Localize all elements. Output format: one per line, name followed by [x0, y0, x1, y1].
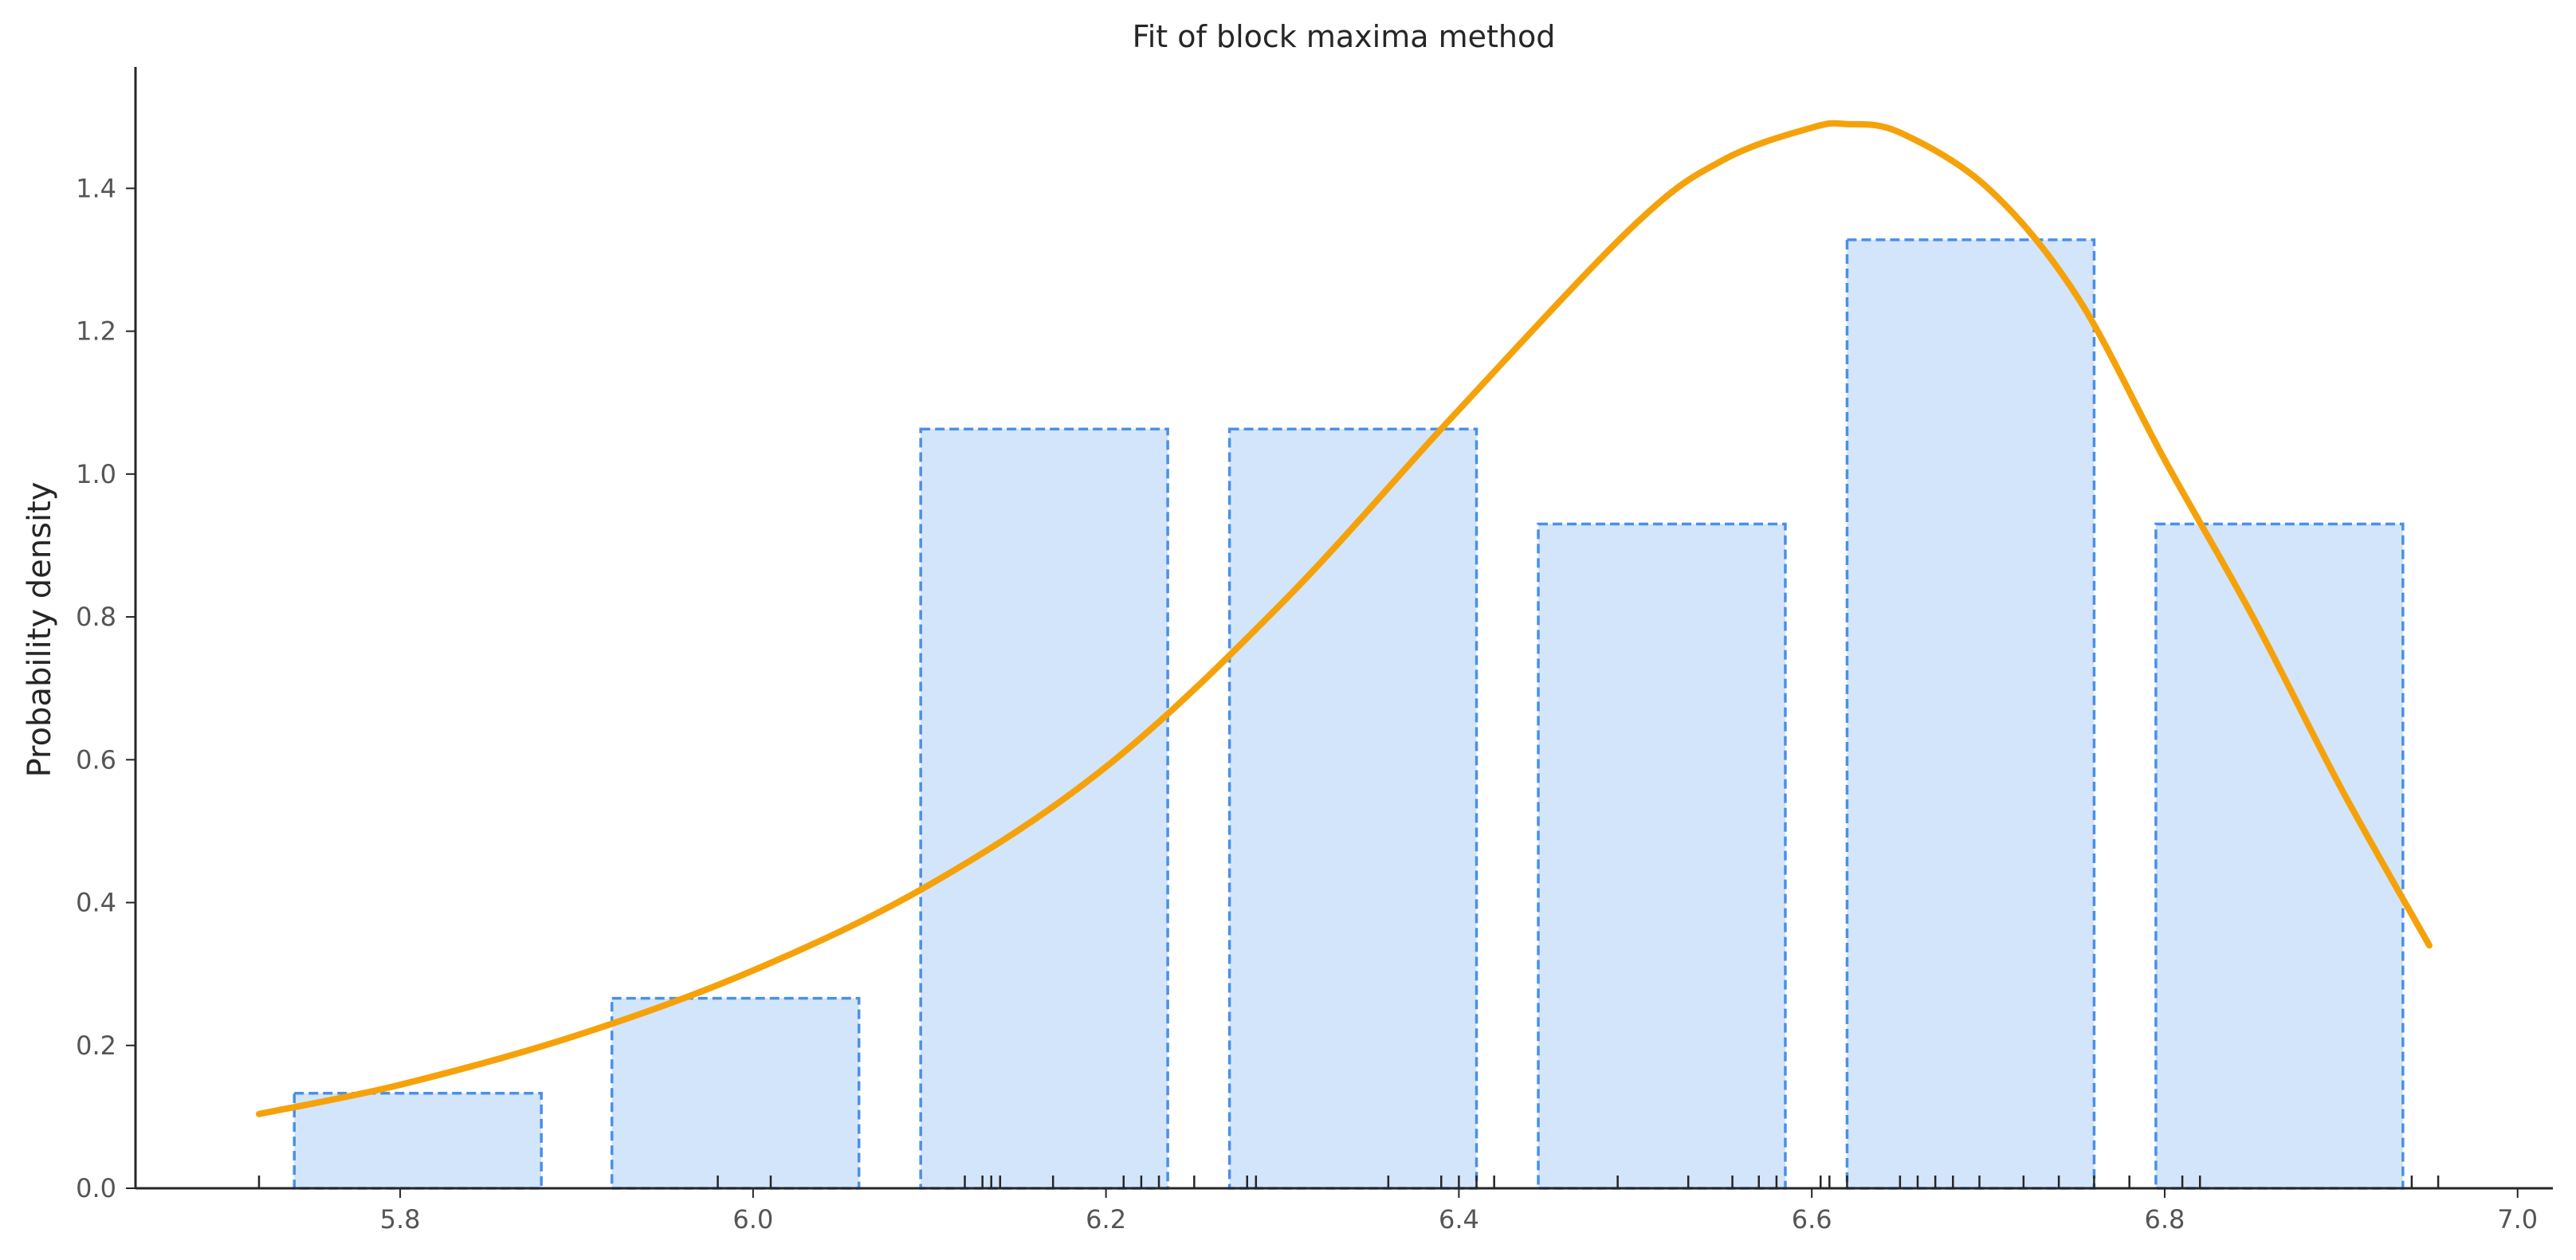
- y-tick-label: 0.8: [76, 602, 116, 632]
- y-tick-label: 0.4: [76, 888, 116, 918]
- histogram-bar-1: [293, 1092, 543, 1190]
- histogram-bar-6: [1845, 238, 2096, 1190]
- y-tick-label: 0.2: [76, 1030, 116, 1061]
- x-tick-label: 6.0: [732, 1204, 773, 1234]
- histogram-bar-7: [2154, 522, 2405, 1190]
- histogram-bar-2: [610, 996, 861, 1190]
- x-tick-label: 6.4: [1439, 1204, 1479, 1234]
- chart-title: Fit of block maxima method: [1133, 19, 1556, 54]
- x-tick-label: 6.2: [1086, 1204, 1126, 1234]
- histogram-bars: [293, 238, 2405, 1190]
- histogram-bar-5: [1537, 522, 1787, 1190]
- y-tick-label: 1.4: [76, 173, 116, 203]
- y-tick-label: 0.0: [76, 1173, 116, 1203]
- x-tick-label: 7.0: [2497, 1204, 2538, 1234]
- x-axis-ticks: 5.8 6.0 6.2 6.4 6.6 6.8 7.0: [380, 1188, 2538, 1234]
- fit-curve: [256, 120, 2433, 1117]
- x-tick-label: 6.8: [2145, 1204, 2185, 1234]
- y-tick-label: 1.0: [76, 459, 116, 489]
- y-axis-ticks: 0.0 0.2 0.4 0.6 0.8 1.0 1.2 1.4: [76, 173, 135, 1203]
- y-tick-label: 0.6: [76, 744, 116, 775]
- rug-marks: [257, 1176, 2440, 1188]
- histogram-bar-4: [1227, 427, 1478, 1190]
- x-tick-label: 5.8: [380, 1204, 421, 1234]
- x-tick-label: 6.6: [1792, 1204, 1832, 1234]
- y-tick-label: 1.2: [76, 316, 116, 347]
- histogram-bar-3: [919, 427, 1169, 1190]
- y-axis-label: Probability density: [22, 482, 58, 778]
